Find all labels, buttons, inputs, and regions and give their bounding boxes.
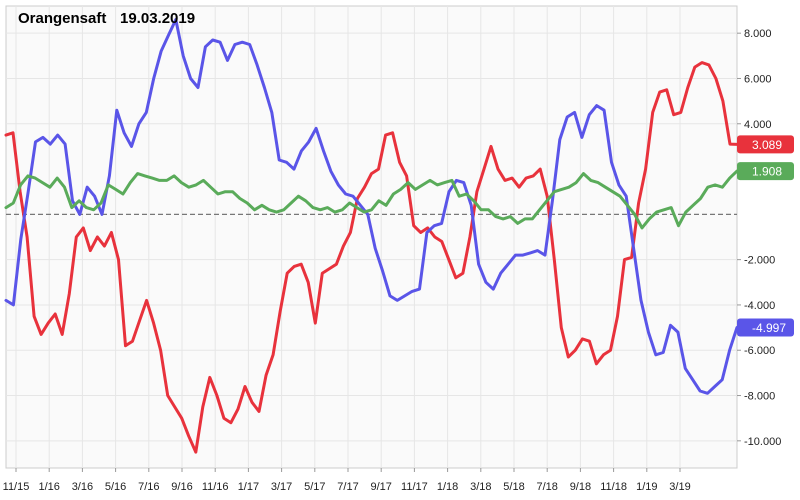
x-axis: 11/15 1/16 3/16 5/16 7/16 9/16 11/16 1/17 3/17 5/… <box>3 468 691 493</box>
y-tick-label: -10.000 <box>744 436 781 448</box>
x-tick-label: 9/17 <box>370 481 391 493</box>
x-tick-label: 11/17 <box>401 481 428 493</box>
y-tick-label: 8.000 <box>744 28 772 40</box>
y-tick-label: -6.000 <box>744 345 775 357</box>
y-axis: 8.000 6.000 4.000 -2.000 -4.000 -6.000 -8.000 -… <box>737 28 781 448</box>
x-tick-label: 9/18 <box>570 481 591 493</box>
chart-date: 19.03.2019 <box>120 10 195 27</box>
x-tick-label: 3/17 <box>271 481 292 493</box>
chart-title: Orangensaft <box>18 10 106 27</box>
x-tick-label: 7/18 <box>536 481 557 493</box>
x-tick-label: 5/16 <box>105 481 126 493</box>
value-badge-blue <box>737 318 794 337</box>
x-tick-label: 7/16 <box>138 481 159 493</box>
x-tick-label: 1/17 <box>238 481 259 493</box>
x-tick-label: 1/16 <box>38 481 59 493</box>
value-badge-label-green: 1.908 <box>752 165 782 179</box>
x-tick-label: 3/16 <box>72 481 93 493</box>
y-tick-label: 6.000 <box>744 73 772 85</box>
value-badge-label-red: 3.089 <box>752 138 782 152</box>
series-line-blue <box>4 18 739 395</box>
x-tick-label: 11/16 <box>202 481 229 493</box>
y-tick-label: -2.000 <box>744 255 775 267</box>
x-tick-label: 5/18 <box>503 481 524 493</box>
x-tick-label: 3/18 <box>470 481 491 493</box>
series-line-green <box>4 169 739 230</box>
x-tick-label: 11/15 <box>3 481 30 493</box>
value-badge-label-blue: -4.997 <box>752 321 786 335</box>
last-value-badges: 3.089 -4.997 1.908 <box>737 135 794 337</box>
x-tick-label: 7/17 <box>337 481 358 493</box>
series-lines <box>4 18 739 454</box>
y-tick-label: -8.000 <box>744 391 775 403</box>
x-tick-label: 5/17 <box>304 481 325 493</box>
value-badge-red <box>737 135 794 154</box>
x-tick-label: 9/16 <box>171 481 192 493</box>
value-badge-green <box>737 162 794 181</box>
y-tick-label: -4.000 <box>744 300 775 312</box>
y-tick-label: 4.000 <box>744 119 772 131</box>
x-tick-label: 11/18 <box>600 481 627 493</box>
x-tick-label: 1/18 <box>437 481 458 493</box>
x-tick-label: 1/19 <box>636 481 657 493</box>
x-tick-label: 3/19 <box>669 481 690 493</box>
series-line-red <box>4 61 739 454</box>
